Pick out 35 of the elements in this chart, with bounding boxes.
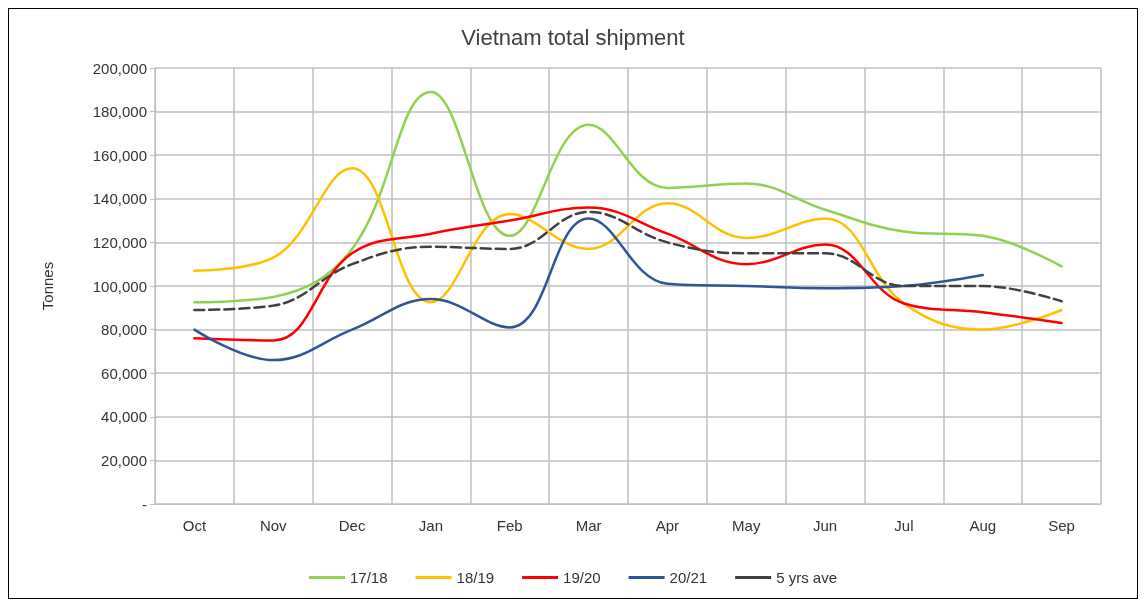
y-tick-label: 60,000 xyxy=(101,364,147,382)
legend-label: 19/20 xyxy=(563,569,601,586)
x-tick-label: Jan xyxy=(418,517,444,534)
x-tick-label: May xyxy=(732,517,761,534)
x-tick-label: Jul xyxy=(894,517,914,534)
x-tick-label: Nov xyxy=(259,517,288,534)
y-tick-label: 120,000 xyxy=(92,233,147,251)
y-tick-label: 200,000 xyxy=(92,59,147,77)
y-tick-label: - xyxy=(142,495,147,513)
y-tick-label: 140,000 xyxy=(92,190,147,208)
legend-label: 5 yrs ave xyxy=(776,569,837,586)
y-tick-label: 20,000 xyxy=(101,451,147,469)
legend-label: 17/18 xyxy=(350,569,388,586)
chart-title: Vietnam total shipment xyxy=(461,24,685,50)
x-tick-label: Feb xyxy=(496,517,523,534)
y-tick-label: 40,000 xyxy=(101,408,147,426)
x-tick-label: Oct xyxy=(182,517,207,534)
x-tick-label: Apr xyxy=(655,517,680,534)
line-series xyxy=(193,167,1063,331)
y-axis-title: Tonnes xyxy=(39,261,56,311)
line-series xyxy=(193,217,984,362)
legend-label: 20/21 xyxy=(669,569,708,586)
line-series xyxy=(193,210,1063,312)
x-tick-label: Aug xyxy=(969,517,997,534)
x-tick-label: Jun xyxy=(812,517,838,534)
x-tick-label: Dec xyxy=(338,517,366,534)
legend-label: 18/19 xyxy=(456,569,495,586)
x-tick-label: Sep xyxy=(1048,517,1075,534)
y-tick-label: 80,000 xyxy=(101,321,147,339)
y-tick-label: 100,000 xyxy=(92,277,147,295)
y-tick-label: 180,000 xyxy=(92,103,147,121)
y-tick-label: 160,000 xyxy=(92,146,147,164)
line-series xyxy=(193,206,1063,342)
x-tick-label: Mar xyxy=(575,517,602,534)
line-series xyxy=(193,90,1063,304)
